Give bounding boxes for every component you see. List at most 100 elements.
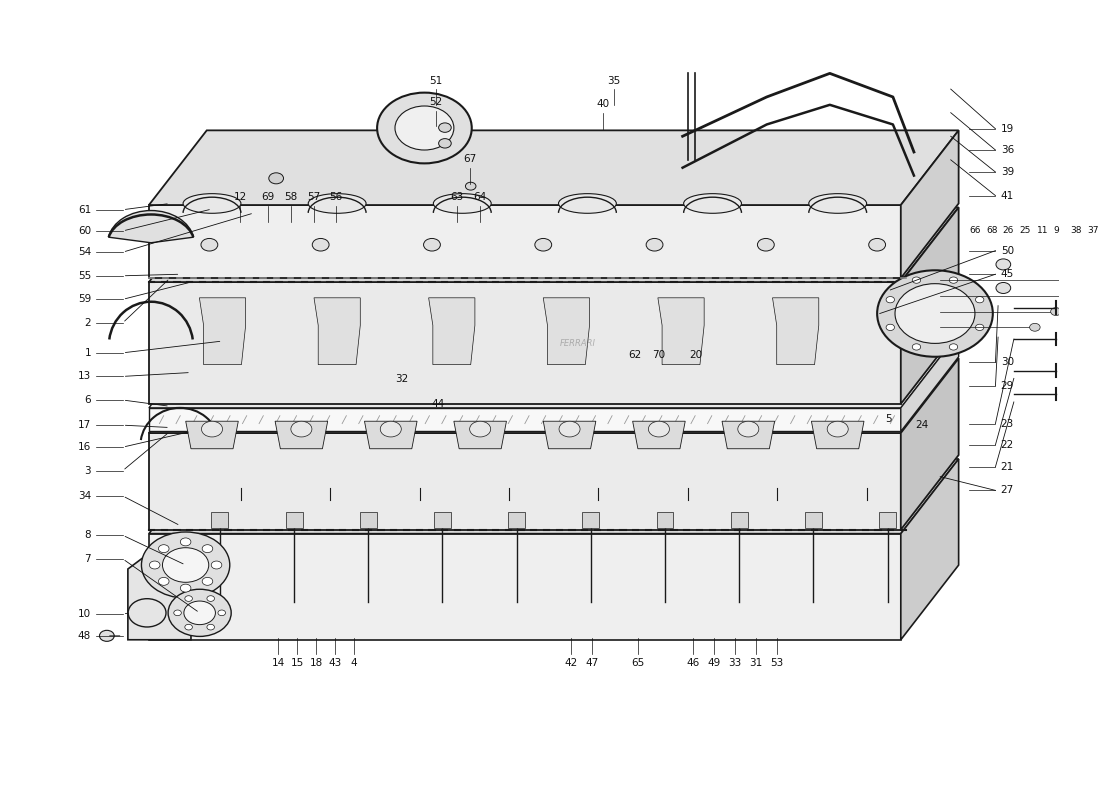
Ellipse shape	[311, 248, 374, 272]
Text: 6: 6	[85, 395, 91, 405]
Circle shape	[377, 93, 472, 163]
Text: 46: 46	[686, 658, 700, 668]
Circle shape	[150, 561, 160, 569]
Ellipse shape	[516, 248, 579, 272]
Text: 33: 33	[728, 658, 741, 668]
Circle shape	[887, 324, 894, 330]
Circle shape	[949, 344, 958, 350]
Polygon shape	[901, 358, 958, 530]
Circle shape	[738, 422, 759, 437]
Text: 4: 4	[351, 658, 358, 668]
Ellipse shape	[559, 194, 616, 214]
Ellipse shape	[414, 248, 476, 272]
Text: 25: 25	[1020, 226, 1031, 234]
Polygon shape	[805, 512, 822, 528]
Text: 1: 1	[85, 348, 91, 358]
Polygon shape	[148, 408, 901, 431]
Text: 22: 22	[1001, 440, 1014, 450]
Circle shape	[559, 422, 580, 437]
Text: 62: 62	[628, 350, 641, 360]
Polygon shape	[148, 207, 958, 282]
Circle shape	[207, 596, 215, 602]
Circle shape	[976, 297, 983, 303]
Circle shape	[877, 270, 993, 357]
Text: eurospares: eurospares	[234, 292, 410, 320]
Text: 63: 63	[450, 192, 464, 202]
Circle shape	[535, 238, 552, 251]
Ellipse shape	[433, 194, 492, 214]
Circle shape	[381, 422, 402, 437]
Polygon shape	[583, 512, 600, 528]
Text: 47: 47	[585, 658, 598, 668]
Text: 58: 58	[284, 192, 297, 202]
Text: 2: 2	[85, 318, 91, 328]
Circle shape	[202, 578, 212, 586]
Circle shape	[184, 601, 216, 625]
Circle shape	[290, 422, 312, 437]
Polygon shape	[632, 422, 685, 449]
Circle shape	[1030, 323, 1041, 331]
Text: 5: 5	[884, 414, 891, 424]
Text: 70: 70	[652, 350, 666, 360]
Text: 43: 43	[329, 658, 342, 668]
Text: 15: 15	[290, 658, 304, 668]
Text: 36: 36	[1001, 145, 1014, 155]
Ellipse shape	[208, 248, 272, 272]
Text: 16: 16	[78, 442, 91, 452]
Ellipse shape	[722, 248, 784, 272]
Polygon shape	[772, 298, 818, 365]
Circle shape	[211, 561, 222, 569]
Text: FERRARI: FERRARI	[560, 338, 595, 347]
Circle shape	[168, 590, 231, 637]
Text: 55: 55	[78, 270, 91, 281]
Circle shape	[1050, 308, 1062, 315]
Text: 34: 34	[78, 491, 91, 501]
Text: 56: 56	[330, 192, 343, 202]
Polygon shape	[658, 298, 704, 365]
Text: 29: 29	[1001, 381, 1014, 391]
Text: 57: 57	[307, 192, 320, 202]
Circle shape	[142, 532, 230, 598]
Polygon shape	[314, 298, 361, 365]
Ellipse shape	[683, 194, 741, 214]
Circle shape	[180, 584, 191, 592]
Circle shape	[895, 284, 975, 343]
Circle shape	[470, 422, 491, 437]
Text: 61: 61	[78, 205, 91, 214]
Ellipse shape	[618, 248, 682, 272]
Text: eurospares: eurospares	[603, 504, 778, 532]
Circle shape	[312, 238, 329, 251]
Text: 44: 44	[431, 399, 444, 409]
Circle shape	[180, 538, 191, 546]
Text: 49: 49	[707, 658, 721, 668]
Text: 54: 54	[78, 247, 91, 258]
Polygon shape	[186, 422, 239, 449]
Text: 3: 3	[85, 466, 91, 476]
Text: 26: 26	[1003, 226, 1014, 234]
Polygon shape	[275, 422, 328, 449]
Circle shape	[202, 545, 212, 553]
Text: 50: 50	[1001, 246, 1014, 256]
Circle shape	[912, 277, 921, 283]
Text: 30: 30	[1001, 358, 1014, 367]
Text: 53: 53	[770, 658, 783, 668]
Polygon shape	[901, 333, 958, 431]
Circle shape	[912, 344, 921, 350]
Polygon shape	[148, 333, 958, 408]
Circle shape	[128, 598, 166, 627]
Polygon shape	[148, 433, 901, 530]
Text: 69: 69	[261, 192, 274, 202]
Text: 59: 59	[78, 294, 91, 304]
Text: 40: 40	[596, 99, 609, 109]
Text: 18: 18	[309, 658, 322, 668]
Text: 60: 60	[78, 226, 91, 236]
Polygon shape	[148, 358, 958, 433]
Polygon shape	[879, 512, 896, 528]
Text: 35: 35	[607, 75, 620, 86]
Text: 14: 14	[272, 658, 285, 668]
Polygon shape	[148, 534, 901, 640]
Text: 67: 67	[463, 154, 476, 164]
Polygon shape	[360, 512, 376, 528]
Circle shape	[996, 259, 1011, 270]
Text: 7: 7	[85, 554, 91, 564]
